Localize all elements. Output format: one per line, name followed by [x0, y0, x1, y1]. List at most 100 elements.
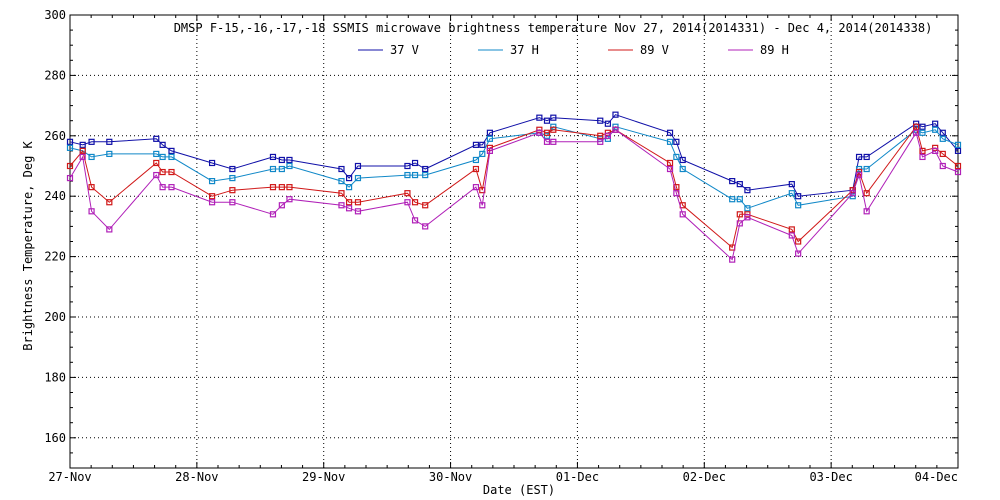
data-point-89-h [269, 211, 277, 218]
data-point-37-h [954, 141, 962, 148]
data-point-37-h [168, 153, 175, 161]
data-point-37-h [479, 150, 486, 158]
data-point-89-h [472, 184, 480, 191]
data-point-89-h [788, 232, 795, 239]
series-line-89-v [69, 125, 959, 249]
data-point-89-h [597, 138, 604, 145]
data-point-89-h [550, 138, 557, 145]
data-point-89-v [666, 159, 674, 167]
data-point-37-h [422, 171, 429, 179]
grid-lines [70, 15, 958, 468]
data-point-37-h [229, 174, 236, 182]
y-tick-label: 160 [44, 431, 66, 445]
data-point-89-h [736, 220, 743, 227]
series-37-v [66, 111, 962, 200]
legend-item-37-v: 37 V [358, 43, 419, 57]
data-point-89-h [863, 208, 870, 215]
data-point-37-v [472, 141, 480, 148]
legend-label-89-h: 89 H [760, 43, 789, 57]
data-point-37-v [536, 114, 543, 121]
data-point-89-h [604, 132, 611, 139]
legend-item-89-h: 89 H [728, 43, 789, 57]
data-point-37-v [229, 165, 236, 173]
data-point-37-v [88, 138, 95, 145]
data-point-89-v [543, 129, 551, 136]
y-tick-label: 200 [44, 310, 66, 324]
data-point-37-v [278, 156, 285, 164]
y-tick-label: 260 [44, 129, 66, 143]
data-point-89-h [479, 202, 486, 209]
data-point-37-v [604, 120, 611, 127]
legend-item-89-v: 89 V [608, 43, 669, 57]
data-point-37-h [153, 150, 160, 158]
data-point-37-v [919, 123, 926, 130]
data-point-37-h [919, 129, 926, 136]
data-point-89-h [486, 147, 493, 154]
data-point-37-v [954, 147, 962, 154]
data-point-37-h [472, 156, 480, 164]
data-point-89-h [208, 199, 216, 206]
data-point-89-v [106, 199, 113, 206]
data-point-37-v [354, 162, 362, 170]
data-point-89-v [736, 211, 743, 218]
data-point-37-h [863, 165, 870, 173]
y-tick-label: 280 [44, 68, 66, 82]
data-point-37-v [788, 181, 795, 188]
data-point-89-v [411, 199, 419, 206]
data-point-37-v [79, 141, 86, 148]
data-point-89-h [286, 196, 293, 203]
series-layer [66, 111, 962, 263]
data-point-89-v [404, 190, 411, 197]
data-point-89-v [422, 202, 429, 209]
data-point-37-h [679, 165, 686, 173]
x-tick-label: 27-Nov [48, 470, 91, 484]
data-point-37-h [286, 162, 293, 170]
chart-title: DMSP F-15,-16,-17,-18 SSMIS microwave br… [174, 21, 933, 35]
data-point-89-v [673, 184, 680, 191]
data-point-37-h [269, 165, 277, 173]
data-point-89-h [744, 214, 751, 221]
data-point-37-v [479, 141, 486, 148]
data-point-89-h [229, 199, 236, 206]
data-point-37-v [106, 138, 113, 145]
data-point-89-h [543, 138, 551, 145]
data-point-89-h [153, 171, 160, 179]
data-point-89-v [354, 199, 362, 206]
data-point-89-v [472, 165, 480, 173]
data-point-37-h [88, 153, 95, 161]
data-point-37-v [159, 141, 166, 148]
data-point-89-v [550, 126, 557, 133]
data-point-37-v [744, 187, 751, 194]
data-point-89-v [338, 190, 345, 197]
data-point-37-v [612, 111, 619, 118]
legend-label-37-h: 37 H [510, 43, 539, 57]
data-point-37-h [666, 138, 674, 145]
data-point-89-h [913, 129, 920, 136]
data-point-89-h [66, 174, 74, 182]
data-point-37-v [286, 156, 293, 164]
data-point-89-h [422, 223, 429, 230]
data-point-89-v [208, 193, 216, 200]
data-point-37-h [939, 135, 946, 142]
legend-item-37-h: 37 H [478, 43, 539, 57]
data-point-37-h [673, 153, 680, 161]
data-point-37-h [404, 171, 411, 179]
data-point-37-v [269, 153, 277, 161]
data-point-37-h [744, 205, 751, 212]
data-point-89-v [229, 187, 236, 194]
data-point-89-v [939, 150, 946, 158]
y-tick-label: 180 [44, 370, 66, 384]
x-axis-label: Date (EST) [483, 483, 555, 497]
series-line-89-h [69, 129, 959, 261]
data-point-37-h [338, 178, 345, 185]
x-tick-label: 03-Dec [809, 470, 852, 484]
data-point-37-v [795, 193, 802, 200]
data-point-89-v [66, 162, 74, 170]
x-tick-label: 30-Nov [429, 470, 472, 484]
data-point-89-h [88, 208, 95, 215]
data-point-89-v [286, 184, 293, 191]
series-line-37-v [69, 114, 959, 197]
data-point-89-h [168, 184, 175, 191]
data-point-37-v [411, 159, 419, 167]
